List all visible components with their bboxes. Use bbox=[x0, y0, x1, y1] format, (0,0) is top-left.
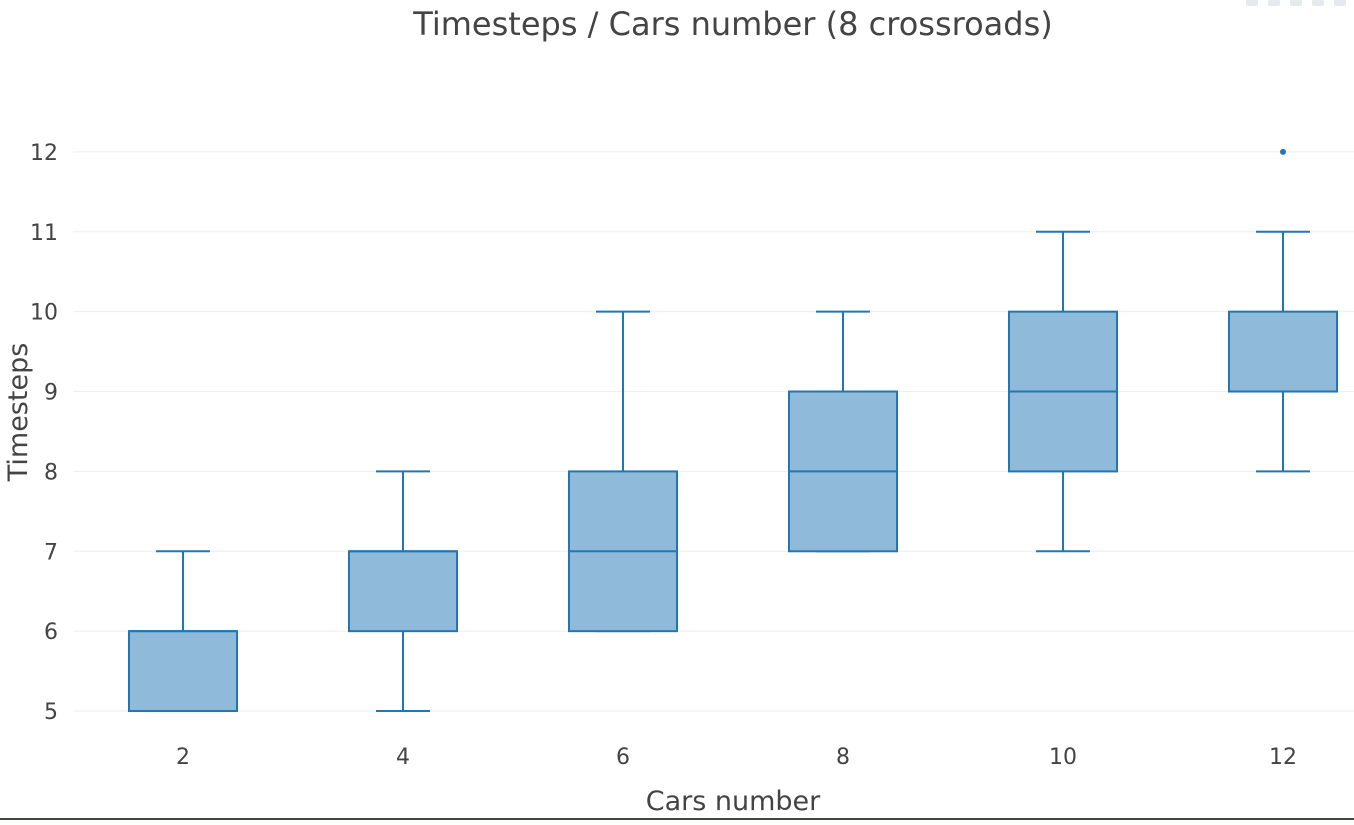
bottom-divider bbox=[0, 818, 1354, 820]
y-tick-label: 5 bbox=[44, 700, 58, 725]
x-axis-ticks: 2 4 6 8 10 12 bbox=[176, 745, 1297, 770]
y-tick-label: 9 bbox=[44, 381, 58, 406]
y-tick-label: 10 bbox=[30, 301, 58, 326]
box-body bbox=[128, 630, 238, 713]
x-tick-label: 4 bbox=[396, 745, 410, 770]
y-tick-label: 6 bbox=[44, 620, 58, 645]
box-group bbox=[128, 550, 238, 713]
y-axis-title: Timesteps bbox=[3, 343, 34, 483]
y-tick-label: 12 bbox=[30, 141, 58, 166]
chart-title: Timesteps / Cars number (8 crossroads) bbox=[412, 5, 1052, 43]
box-group bbox=[568, 310, 678, 633]
x-tick-label: 12 bbox=[1269, 745, 1297, 770]
x-tick-label: 2 bbox=[176, 745, 190, 770]
x-tick-label: 6 bbox=[616, 745, 630, 770]
zoom-icon[interactable] bbox=[1246, 0, 1258, 6]
box-group bbox=[1008, 230, 1118, 553]
y-tick-label: 11 bbox=[30, 221, 58, 246]
y-tick-label: 7 bbox=[44, 540, 58, 565]
zoom-in-icon[interactable] bbox=[1290, 0, 1302, 6]
grid-lines bbox=[73, 151, 1354, 712]
x-tick-label: 10 bbox=[1049, 745, 1077, 770]
box-group bbox=[1228, 148, 1338, 473]
pan-icon[interactable] bbox=[1268, 0, 1280, 6]
chart-modebar bbox=[1246, 0, 1346, 8]
zoom-out-icon[interactable] bbox=[1312, 0, 1324, 6]
box-group bbox=[788, 310, 898, 553]
outlier-point bbox=[1280, 148, 1286, 155]
y-axis-ticks: 5 6 7 8 9 10 11 12 bbox=[30, 141, 58, 725]
autoscale-icon[interactable] bbox=[1334, 0, 1346, 6]
box-body bbox=[348, 550, 458, 633]
boxes bbox=[128, 148, 1338, 713]
box-group bbox=[348, 470, 458, 713]
x-tick-label: 8 bbox=[836, 745, 850, 770]
y-tick-label: 8 bbox=[44, 460, 58, 485]
box-body bbox=[1228, 310, 1338, 393]
x-axis-title: Cars number bbox=[646, 786, 821, 817]
